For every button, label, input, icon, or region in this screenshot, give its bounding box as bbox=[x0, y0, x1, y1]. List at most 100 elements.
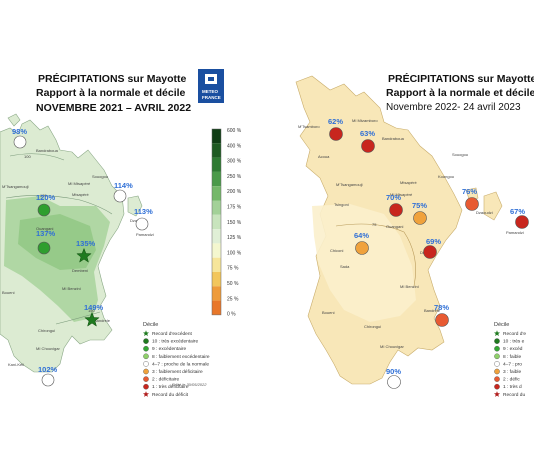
legend-item-label: 9 : excéd bbox=[503, 346, 523, 352]
place-label: Souogou bbox=[92, 174, 108, 179]
legend-circle-icon bbox=[494, 376, 500, 382]
place-label: Pamandzi bbox=[506, 230, 524, 235]
place-label: Mtsapéré bbox=[400, 180, 417, 185]
place-label: MI Chouvigar bbox=[380, 344, 404, 349]
station-value: 137% bbox=[36, 229, 56, 238]
legend-title: Décile bbox=[143, 322, 158, 328]
place-label: Chirongui bbox=[364, 324, 381, 329]
legend-item-label: 1 : très d bbox=[503, 384, 522, 390]
station-record-star bbox=[84, 311, 100, 327]
place-label: Koungou bbox=[438, 174, 454, 179]
legend-circle-icon bbox=[494, 345, 500, 352]
left-isoline-label-125: 125 bbox=[40, 193, 47, 198]
station-marker bbox=[515, 215, 529, 229]
left-map: 100 125 150 Bandraboua M'Tsangamouji MI … bbox=[0, 69, 242, 398]
legend-circle-icon bbox=[494, 361, 500, 367]
right-map-subtitle: Rapport à la normale et décile bbox=[386, 87, 534, 99]
left-isoline-150 bbox=[55, 311, 101, 325]
scale-label: 100 % bbox=[227, 250, 242, 256]
left-isoline-label-100: 100 bbox=[24, 154, 31, 159]
scale-label: 600 % bbox=[227, 128, 242, 134]
scale-swatch bbox=[212, 171, 221, 187]
station-value: 149% bbox=[84, 303, 104, 312]
left-petite-terre bbox=[127, 195, 143, 217]
right-stations: 62% 63% 70% 75% 76% 67% 64% 69% 78% 90% bbox=[328, 117, 529, 389]
station-value: 70% bbox=[386, 193, 401, 202]
station-record-star bbox=[76, 247, 92, 263]
right-pale-zone bbox=[312, 204, 416, 322]
scale-swatch bbox=[212, 257, 221, 272]
right-isoline-label-75: 75 bbox=[372, 222, 377, 227]
station-value: 64% bbox=[354, 231, 369, 240]
station-marker bbox=[465, 197, 479, 211]
legend-item-label: 8 : faiblement excédentaire bbox=[152, 354, 210, 360]
place-label: Mtsapéré bbox=[72, 192, 89, 197]
station-marker bbox=[113, 189, 127, 203]
place-label: Ouangani bbox=[386, 224, 403, 229]
station-marker bbox=[13, 135, 27, 149]
station-marker bbox=[135, 217, 149, 231]
place-label: MI Mtsapéré bbox=[390, 192, 413, 197]
legend-item-label: 9 : excédentaire bbox=[152, 346, 186, 352]
left-green-zone-2 bbox=[18, 214, 96, 270]
place-label: Dzaoudzi bbox=[476, 210, 493, 215]
place-label: MI Benzini bbox=[62, 286, 81, 291]
left-isoline-label-150: 150 bbox=[88, 308, 95, 313]
place-label: Ouangani bbox=[36, 226, 53, 231]
station-marker bbox=[37, 203, 51, 217]
legend-item-label: 10 : très excédentaire bbox=[152, 339, 198, 345]
station-value: 120% bbox=[36, 193, 56, 202]
legend-circle-icon bbox=[494, 368, 500, 375]
scale-label: 25 % bbox=[227, 296, 239, 302]
station-marker bbox=[329, 127, 343, 141]
place-label: M'Tsamboro bbox=[298, 124, 320, 129]
station-marker bbox=[361, 139, 375, 153]
scale-label: 0 % bbox=[227, 312, 236, 318]
place-label: Kani-Kéli bbox=[8, 362, 24, 367]
legend-star-icon bbox=[494, 391, 500, 397]
legend-star-icon bbox=[143, 330, 149, 337]
legend-circle-icon bbox=[143, 376, 149, 382]
legend-item-label: 3 : faible bbox=[503, 369, 521, 375]
scale-swatch bbox=[212, 272, 221, 287]
legend-star-icon bbox=[143, 391, 149, 397]
meteo-france-logo: METEO FRANCE bbox=[198, 69, 224, 103]
legend-partial: Décile Record d'e 10 : très e9 : excéd 8 : … bbox=[494, 322, 526, 398]
legend-circle-icon bbox=[494, 353, 500, 360]
place-label: Bandrele bbox=[424, 308, 441, 313]
right-map: 75 M'Tsamboro Acoua Bandraboua MI Mtzamb… bbox=[295, 72, 534, 398]
station-value: 98% bbox=[12, 127, 27, 136]
legend-item-label: 3 : faiblement déficitaire bbox=[152, 369, 203, 375]
scale-swatch bbox=[212, 200, 221, 215]
legend: Décile Record d'excédent 10 : très excéden… bbox=[143, 322, 210, 398]
left-north-islet bbox=[7, 113, 21, 127]
right-map-title: PRÉCIPITATIONS sur Mayotte bbox=[388, 72, 534, 85]
legend-circle-icon bbox=[494, 338, 500, 344]
left-map-period: NOVEMBRE 2021 – AVRIL 2022 bbox=[36, 102, 191, 114]
station-value: 67% bbox=[510, 207, 525, 216]
scale-swatch bbox=[212, 214, 221, 230]
legend-item-label: Record d'e bbox=[503, 331, 526, 337]
legend-item-label: 4–7 : pro bbox=[503, 361, 522, 367]
station-marker bbox=[37, 241, 51, 255]
legend-item-label: Record du déficit bbox=[152, 392, 189, 398]
place-label: MI Chouvigar bbox=[36, 346, 60, 351]
legend-circle-icon bbox=[143, 383, 149, 390]
scale-swatch bbox=[212, 229, 221, 244]
edited-date: Edité le 30/05/2022 bbox=[172, 382, 207, 387]
left-stations: 98% 114% 120% 137% 135% 113% 149% 102% bbox=[12, 127, 153, 387]
station-value: 63% bbox=[360, 129, 375, 138]
place-label: Pamandzi bbox=[136, 232, 154, 237]
logo-line1: METEO bbox=[202, 89, 219, 94]
legend-item-label: 2 : déficitaire bbox=[152, 377, 180, 383]
place-label: Dembeni bbox=[72, 268, 88, 273]
scale-label: 300 % bbox=[227, 159, 242, 165]
left-map-title: PRÉCIPITATIONS sur Mayotte bbox=[38, 72, 187, 85]
station-marker bbox=[435, 313, 449, 327]
place-label: Sada bbox=[340, 264, 350, 269]
station-value: 76% bbox=[462, 187, 477, 196]
logo-line2: FRANCE bbox=[202, 95, 221, 100]
left-isoline-125 bbox=[5, 195, 113, 215]
scale-swatch bbox=[212, 129, 221, 144]
